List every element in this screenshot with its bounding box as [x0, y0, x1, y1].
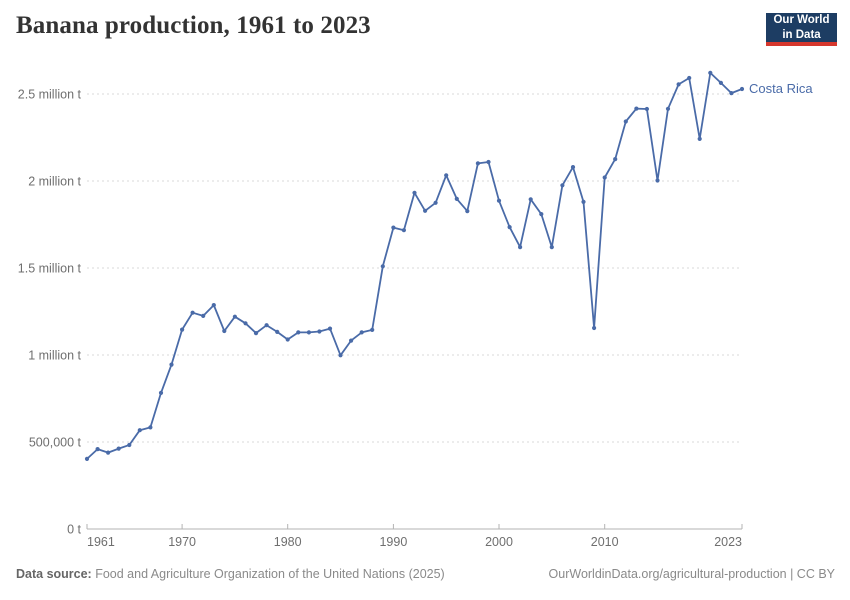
- data-point[interactable]: [634, 106, 639, 111]
- owid-logo-text-line1: Our World: [773, 14, 830, 27]
- data-point[interactable]: [687, 75, 692, 81]
- data-source-label: Data source:: [16, 567, 92, 581]
- data-point[interactable]: [676, 82, 681, 87]
- data-point[interactable]: [180, 327, 185, 332]
- y-axis-label: 2 million t: [28, 175, 81, 189]
- data-point[interactable]: [718, 80, 724, 85]
- owid-logo-text-line2: in Data: [782, 28, 821, 41]
- data-point[interactable]: [560, 183, 565, 188]
- data-point[interactable]: [507, 225, 512, 230]
- data-point[interactable]: [592, 325, 597, 331]
- data-point[interactable]: [158, 390, 164, 395]
- series-label-costa-rica[interactable]: Costa Rica: [749, 81, 813, 96]
- data-point[interactable]: [486, 159, 491, 165]
- data-point[interactable]: [465, 209, 470, 214]
- data-point[interactable]: [391, 225, 396, 230]
- chart-footer: Data source: Food and Agriculture Organi…: [16, 567, 835, 581]
- data-point[interactable]: [433, 200, 438, 205]
- data-point[interactable]: [697, 136, 702, 141]
- data-point[interactable]: [423, 208, 428, 213]
- data-point[interactable]: [380, 264, 385, 269]
- data-point[interactable]: [623, 119, 628, 124]
- data-point[interactable]: [116, 446, 121, 451]
- data-point[interactable]: [349, 338, 354, 343]
- data-point[interactable]: [190, 310, 195, 315]
- x-axis-label: 1970: [168, 535, 196, 549]
- data-point[interactable]: [296, 330, 301, 335]
- owid-logo[interactable]: Our World in Data: [766, 13, 837, 46]
- y-axis-label: 0 t: [67, 523, 81, 537]
- x-axis-label: 2023: [714, 535, 742, 549]
- data-point[interactable]: [201, 313, 206, 318]
- y-axis-label: 1 million t: [28, 349, 81, 363]
- data-point[interactable]: [232, 314, 237, 319]
- data-point[interactable]: [285, 337, 290, 342]
- data-point[interactable]: [655, 178, 660, 183]
- data-point[interactable]: [137, 428, 142, 433]
- series-line-costa-rica[interactable]: [86, 72, 743, 460]
- data-point[interactable]: [739, 86, 745, 92]
- data-point[interactable]: [539, 212, 544, 217]
- data-point[interactable]: [95, 447, 100, 452]
- data-source: Data source: Food and Agriculture Organi…: [16, 567, 445, 581]
- data-point[interactable]: [243, 321, 248, 326]
- x-axis-label: 2000: [485, 535, 513, 549]
- data-point[interactable]: [106, 450, 111, 455]
- y-axis-label: 2.5 million t: [18, 88, 82, 102]
- data-point[interactable]: [528, 197, 533, 202]
- data-point[interactable]: [708, 70, 713, 75]
- data-point[interactable]: [475, 161, 480, 166]
- data-point[interactable]: [570, 165, 576, 170]
- data-source-text: Food and Agriculture Organization of the…: [91, 567, 445, 581]
- x-axis-label: 2010: [591, 535, 619, 549]
- data-point[interactable]: [454, 196, 459, 201]
- data-point[interactable]: [496, 198, 502, 203]
- y-axis-label: 1.5 million t: [18, 262, 82, 276]
- x-axis-label: 1980: [274, 535, 302, 549]
- data-point[interactable]: [644, 106, 650, 112]
- data-point[interactable]: [338, 353, 343, 358]
- data-point[interactable]: [222, 328, 227, 334]
- x-axis-label: 1961: [87, 535, 115, 549]
- data-point[interactable]: [602, 175, 607, 180]
- data-point[interactable]: [306, 330, 311, 335]
- data-point[interactable]: [327, 326, 333, 331]
- data-point[interactable]: [359, 330, 364, 335]
- data-point[interactable]: [370, 327, 375, 332]
- y-axis-label: 500,000 t: [29, 436, 82, 450]
- data-point[interactable]: [84, 456, 90, 461]
- x-axis-label: 1990: [379, 535, 407, 549]
- data-point[interactable]: [729, 91, 734, 96]
- data-point[interactable]: [169, 362, 174, 367]
- data-point[interactable]: [148, 425, 153, 430]
- data-point[interactable]: [613, 157, 618, 162]
- data-point[interactable]: [518, 245, 523, 250]
- data-point[interactable]: [317, 329, 322, 334]
- data-point[interactable]: [401, 228, 406, 233]
- data-point[interactable]: [412, 190, 417, 195]
- data-point[interactable]: [549, 245, 554, 250]
- data-point[interactable]: [211, 303, 216, 308]
- license-credit-link[interactable]: OurWorldinData.org/agricultural-producti…: [548, 567, 835, 581]
- data-point[interactable]: [253, 331, 259, 336]
- data-point[interactable]: [444, 173, 449, 178]
- data-point[interactable]: [275, 329, 280, 334]
- data-point[interactable]: [581, 199, 586, 204]
- data-point[interactable]: [127, 442, 132, 448]
- data-point[interactable]: [665, 106, 671, 111]
- data-point[interactable]: [264, 323, 269, 328]
- chart-title: Banana production, 1961 to 2023: [16, 12, 371, 39]
